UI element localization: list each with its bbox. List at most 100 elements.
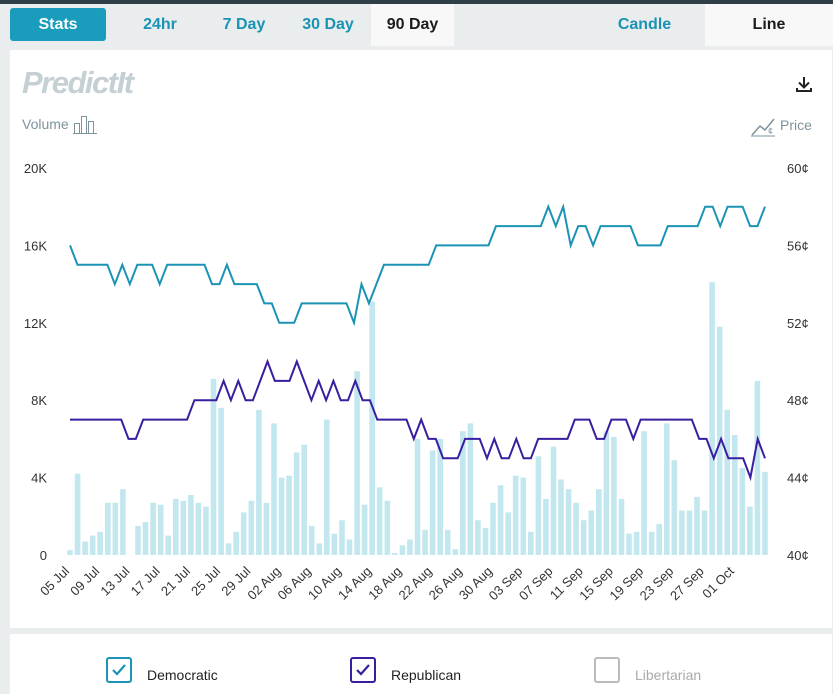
- x-tick-label: 02 Aug: [244, 564, 283, 603]
- volume-bar: [195, 502, 202, 555]
- volume-bar: [528, 531, 534, 555]
- volume-bar: [74, 473, 81, 555]
- volume-bar: [618, 498, 625, 555]
- volume-bar: [180, 500, 187, 555]
- price-tick-label: 60¢: [787, 161, 809, 176]
- volume-bar: [543, 498, 549, 555]
- volume-bar: [460, 431, 466, 555]
- volume-bar: [429, 450, 436, 555]
- legend-republican[interactable]: Republican: [350, 657, 480, 689]
- volume-bar: [369, 301, 375, 555]
- tab-90-day[interactable]: 90 Day: [371, 4, 454, 46]
- volume-bar: [747, 506, 753, 555]
- volume-bar: [444, 529, 451, 555]
- download-icon[interactable]: [794, 74, 814, 94]
- volume-bar: [392, 553, 398, 555]
- legend-libertarian[interactable]: Libertarian: [594, 657, 724, 689]
- volume-bar: [316, 543, 323, 555]
- price-tick-label: 44¢: [787, 471, 809, 486]
- check-icon: [356, 664, 370, 676]
- volume-bar: [173, 498, 179, 555]
- x-tick-label: 07 Sep: [516, 564, 556, 604]
- volume-bar: [399, 545, 406, 555]
- volume-bar: [97, 531, 103, 555]
- x-tick-label: 22 Aug: [395, 564, 434, 603]
- volume-bar: [376, 487, 383, 555]
- x-tick-label: 17 Jul: [128, 563, 163, 598]
- volume-bar: [324, 419, 330, 555]
- volume-bar: [573, 502, 579, 555]
- tab-7-day[interactable]: 7 Day: [222, 16, 266, 33]
- x-tick-label: 01 Oct: [699, 563, 737, 601]
- republican-checkbox[interactable]: [350, 657, 376, 683]
- x-tick-label: 05 Jul: [37, 563, 72, 598]
- volume-tick-label: 8K: [31, 393, 47, 408]
- volume-bar: [648, 531, 655, 555]
- volume-bar: [732, 435, 738, 555]
- volume-bar: [671, 460, 678, 555]
- price-tick-label: 56¢: [787, 238, 809, 253]
- volume-bar: [520, 477, 527, 555]
- volume-bar: [596, 489, 602, 555]
- tab-30-day[interactable]: 30 Day: [302, 16, 354, 33]
- volume-bar: [603, 431, 610, 555]
- volume-bar: [414, 438, 421, 555]
- volume-bar: [475, 520, 481, 555]
- x-tick-label: 10 Aug: [305, 564, 344, 603]
- republican-price-line: [70, 358, 766, 482]
- volume-bar: [256, 409, 262, 555]
- volume-tick-label: 0: [40, 548, 47, 563]
- check-icon: [112, 664, 126, 676]
- legend-label-democratic: Democratic: [147, 667, 218, 683]
- line-chart-icon: ¢: [751, 118, 775, 137]
- top-accent-bar: [0, 0, 833, 4]
- predictit-logo: PredictIt: [22, 65, 134, 100]
- volume-bar: [656, 524, 662, 555]
- volume-bar: [225, 543, 232, 555]
- bar-chart-icon: [73, 116, 97, 134]
- volume-tick-label: 12K: [24, 316, 47, 331]
- libertarian-checkbox[interactable]: [594, 657, 620, 683]
- volume-bar: [354, 371, 360, 555]
- price-volume-chart: 0 4K 8K 12K 16K 20K 40¢ 44¢ 48¢ 52¢ 56¢ 60¢ 05 Jul…: [24, 161, 809, 604]
- volume-bar: [165, 535, 171, 555]
- volume-bar: [67, 550, 73, 555]
- volume-axis-title: Volume: [22, 116, 69, 132]
- democratic-price-line: [69, 203, 766, 327]
- legend-label-libertarian: Libertarian: [635, 667, 702, 683]
- volume-bar: [248, 500, 255, 555]
- volume-bar: [135, 526, 141, 555]
- volume-bar: [588, 510, 595, 555]
- x-tick-label: 14 Aug: [335, 564, 374, 603]
- volume-bar: [105, 502, 111, 555]
- legend-democratic[interactable]: Democratic: [106, 657, 236, 689]
- volume-bar: [686, 510, 693, 555]
- volume-bar: [754, 380, 761, 555]
- price-tick-label: 40¢: [787, 548, 809, 563]
- volume-bar: [422, 529, 428, 555]
- volume-bar: [626, 533, 632, 555]
- volume-bar: [112, 502, 119, 555]
- volume-tick-label: 20K: [24, 161, 47, 176]
- volume-bar: [346, 539, 353, 555]
- volume-tick-label: 16K: [24, 238, 47, 253]
- volume-bar: [739, 467, 746, 555]
- x-tick-label: 09 Jul: [67, 563, 102, 598]
- tab-line[interactable]: Line: [705, 4, 833, 46]
- democratic-checkbox[interactable]: [106, 657, 132, 683]
- volume-bar: [641, 431, 647, 555]
- volume-bar: [210, 378, 217, 555]
- volume-bar: [278, 477, 285, 555]
- volume-bar: [664, 423, 670, 555]
- tab-candle[interactable]: Candle: [617, 16, 672, 33]
- volume-bar: [157, 504, 164, 555]
- volume-bar: [233, 531, 239, 555]
- x-tick-label: 21 Jul: [158, 563, 193, 598]
- price-tick-label: 52¢: [787, 316, 809, 331]
- legend-label-republican: Republican: [391, 667, 462, 683]
- volume-bar: [467, 423, 474, 555]
- volume-tick-label: 4K: [31, 471, 47, 486]
- tab-24hr[interactable]: 24hr: [143, 16, 177, 33]
- price-tick-label: 48¢: [787, 393, 809, 408]
- stats-button[interactable]: Stats: [10, 8, 106, 41]
